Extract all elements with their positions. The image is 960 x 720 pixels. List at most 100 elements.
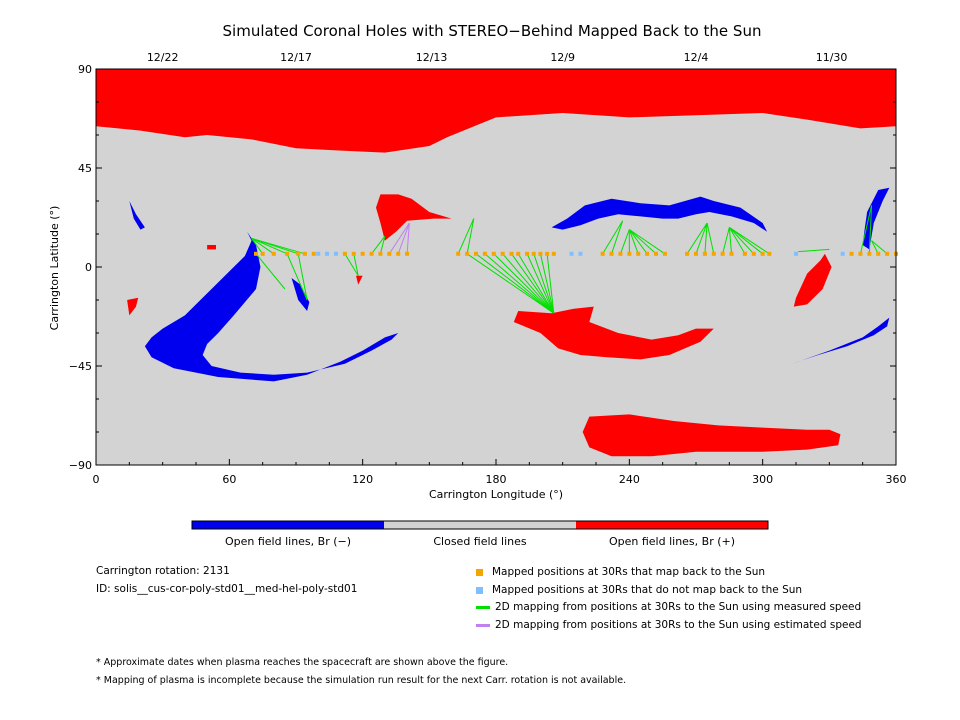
x-tick-label-1: 60 — [222, 473, 236, 486]
colorbar-label-closed: Closed field lines — [433, 535, 527, 548]
measured-speed-line-26 — [611, 220, 624, 254]
negative-open-region-5 — [291, 278, 310, 311]
mapped-point-42 — [742, 251, 747, 256]
negative-open-region-4 — [129, 201, 145, 230]
mapped-point-23 — [525, 251, 530, 256]
mapped-point-49 — [876, 251, 881, 256]
measured-speed-line-18 — [502, 253, 555, 314]
estimated-speed-line-swatch — [476, 623, 490, 627]
colorbar-label-positive: Open field lines, Br (+) — [609, 535, 735, 548]
measured-speed-line-2 — [251, 237, 288, 255]
longitude-axis: 0 60 120 180 240 300 360 — [93, 459, 907, 486]
top-date-label-3: 12/9 — [550, 51, 575, 64]
carrington-rotation-text: Carrington rotation: 2131 — [96, 565, 230, 577]
measured-speed-line-43 — [798, 248, 830, 253]
positive-open-region-1 — [376, 194, 456, 241]
mapped-point-36 — [685, 251, 690, 256]
measured-speed-line-17 — [493, 253, 555, 314]
unmapped-point-5 — [794, 251, 798, 256]
mapped-point-37 — [694, 251, 698, 256]
mapped-marker-swatch — [476, 568, 483, 576]
not-mapped-marker-swatch — [476, 586, 483, 594]
top-date-label-5: 11/30 — [816, 51, 848, 64]
estimated-speed-line-0 — [388, 222, 410, 255]
unmapped-point-2 — [334, 251, 338, 256]
positive-open-region-7 — [356, 275, 363, 285]
x-tick-label-4: 240 — [619, 473, 640, 486]
plot-area — [95, 68, 898, 466]
x-axis-label: Carrington Longitude (°) — [429, 488, 563, 501]
mapped-point-29 — [609, 251, 614, 256]
mapped-point-33 — [645, 251, 650, 256]
measured-speed-line-29 — [628, 229, 639, 254]
unmapped-point-1 — [325, 251, 330, 256]
run-id-text: ID: solis__cus-cor-poly-std01__med-hel-p… — [96, 583, 358, 595]
mapped-point-47 — [858, 251, 863, 256]
legend-label-estimated-speed: 2D mapping from positions at 30Rs to the… — [495, 619, 862, 631]
measured-speed-line-36 — [706, 222, 715, 254]
mapped-point-6 — [311, 251, 316, 256]
measured-speed-line-27 — [619, 229, 630, 254]
legend-item-measured-speed: 2D mapping from positions at 30Rs to the… — [476, 601, 861, 613]
unmapped-point-6 — [840, 251, 845, 256]
measured-speed-line-44 — [859, 205, 873, 254]
mapped-point-46 — [849, 251, 854, 256]
mapped-point-39 — [711, 251, 716, 256]
measured-speed-line-25 — [602, 220, 624, 255]
mapped-point-21 — [509, 251, 514, 256]
measured-speed-line-30 — [628, 229, 648, 255]
mapped-point-2 — [271, 251, 276, 256]
measured-speed-line-4 — [251, 237, 306, 255]
colorbar-closed-segment — [384, 521, 576, 529]
measured-speed-line-11 — [379, 236, 386, 254]
legend-item-mapped: Mapped positions at 30Rs that map back t… — [476, 566, 765, 578]
note-dates: * Approximate dates when plasma reaches … — [96, 657, 509, 668]
mapped-point-26 — [545, 251, 550, 256]
measured-speed-line-12 — [457, 218, 475, 255]
measured-speed-line-42 — [729, 226, 770, 255]
legend-item-estimated-speed: 2D mapping from positions at 30Rs to the… — [476, 619, 862, 631]
measured-speed-line-6 — [286, 253, 308, 301]
measured-speed-line-1 — [251, 237, 275, 255]
negative-open-region-2 — [862, 187, 890, 250]
legend-item-not-mapped: Mapped positions at 30Rs that do not map… — [476, 584, 802, 596]
measured-speed-line-47 — [871, 240, 888, 255]
y-tick-label-4: −90 — [69, 459, 92, 472]
mapped-point-9 — [360, 251, 365, 256]
negative-open-region-0 — [144, 231, 399, 382]
x-tick-label-2: 120 — [352, 473, 373, 486]
negative-open-region-1 — [551, 196, 768, 232]
mapped-point-17 — [474, 251, 478, 256]
measured-speed-line-0 — [251, 238, 264, 255]
positive-open-region-3 — [582, 414, 841, 457]
measured-speed-line-14 — [466, 253, 555, 314]
measured-speed-line-39 — [728, 227, 746, 255]
y-axis-label: Carrington Latitude (°) — [48, 206, 61, 331]
x-tick-label-0: 0 — [93, 473, 100, 486]
colorbar-negative-segment — [192, 521, 384, 529]
mapped-point-50 — [885, 251, 890, 256]
unmapped-point-4 — [578, 251, 583, 256]
measured-speed-line-15 — [475, 253, 555, 314]
top-date-label-4: 12/4 — [684, 51, 709, 64]
mapped-point-24 — [531, 251, 536, 256]
top-date-label-0: 12/22 — [147, 51, 179, 64]
y-tick-label-0: 90 — [78, 63, 92, 76]
mapped-point-19 — [491, 251, 496, 256]
measured-speed-line-16 — [484, 253, 555, 314]
positive-open-region-5 — [127, 297, 139, 316]
chart-title: Simulated Coronal Holes with STEREO−Behi… — [223, 22, 762, 40]
mapped-point-14 — [405, 251, 410, 256]
colorbar-frame — [191, 520, 769, 530]
mapped-point-7 — [342, 251, 347, 256]
legend-label-measured-speed: 2D mapping from positions at 30Rs to the… — [495, 601, 862, 613]
x-tick-label-3: 180 — [486, 473, 507, 486]
mapped-point-40 — [720, 251, 725, 256]
estimated-speed-line-2 — [406, 222, 410, 254]
mapped-point-41 — [729, 251, 734, 256]
mapped-point-45 — [767, 251, 772, 256]
measured-speed-line-swatch — [476, 605, 490, 609]
mapped-point-13 — [396, 251, 401, 256]
measured-speed-line-5 — [255, 253, 286, 290]
